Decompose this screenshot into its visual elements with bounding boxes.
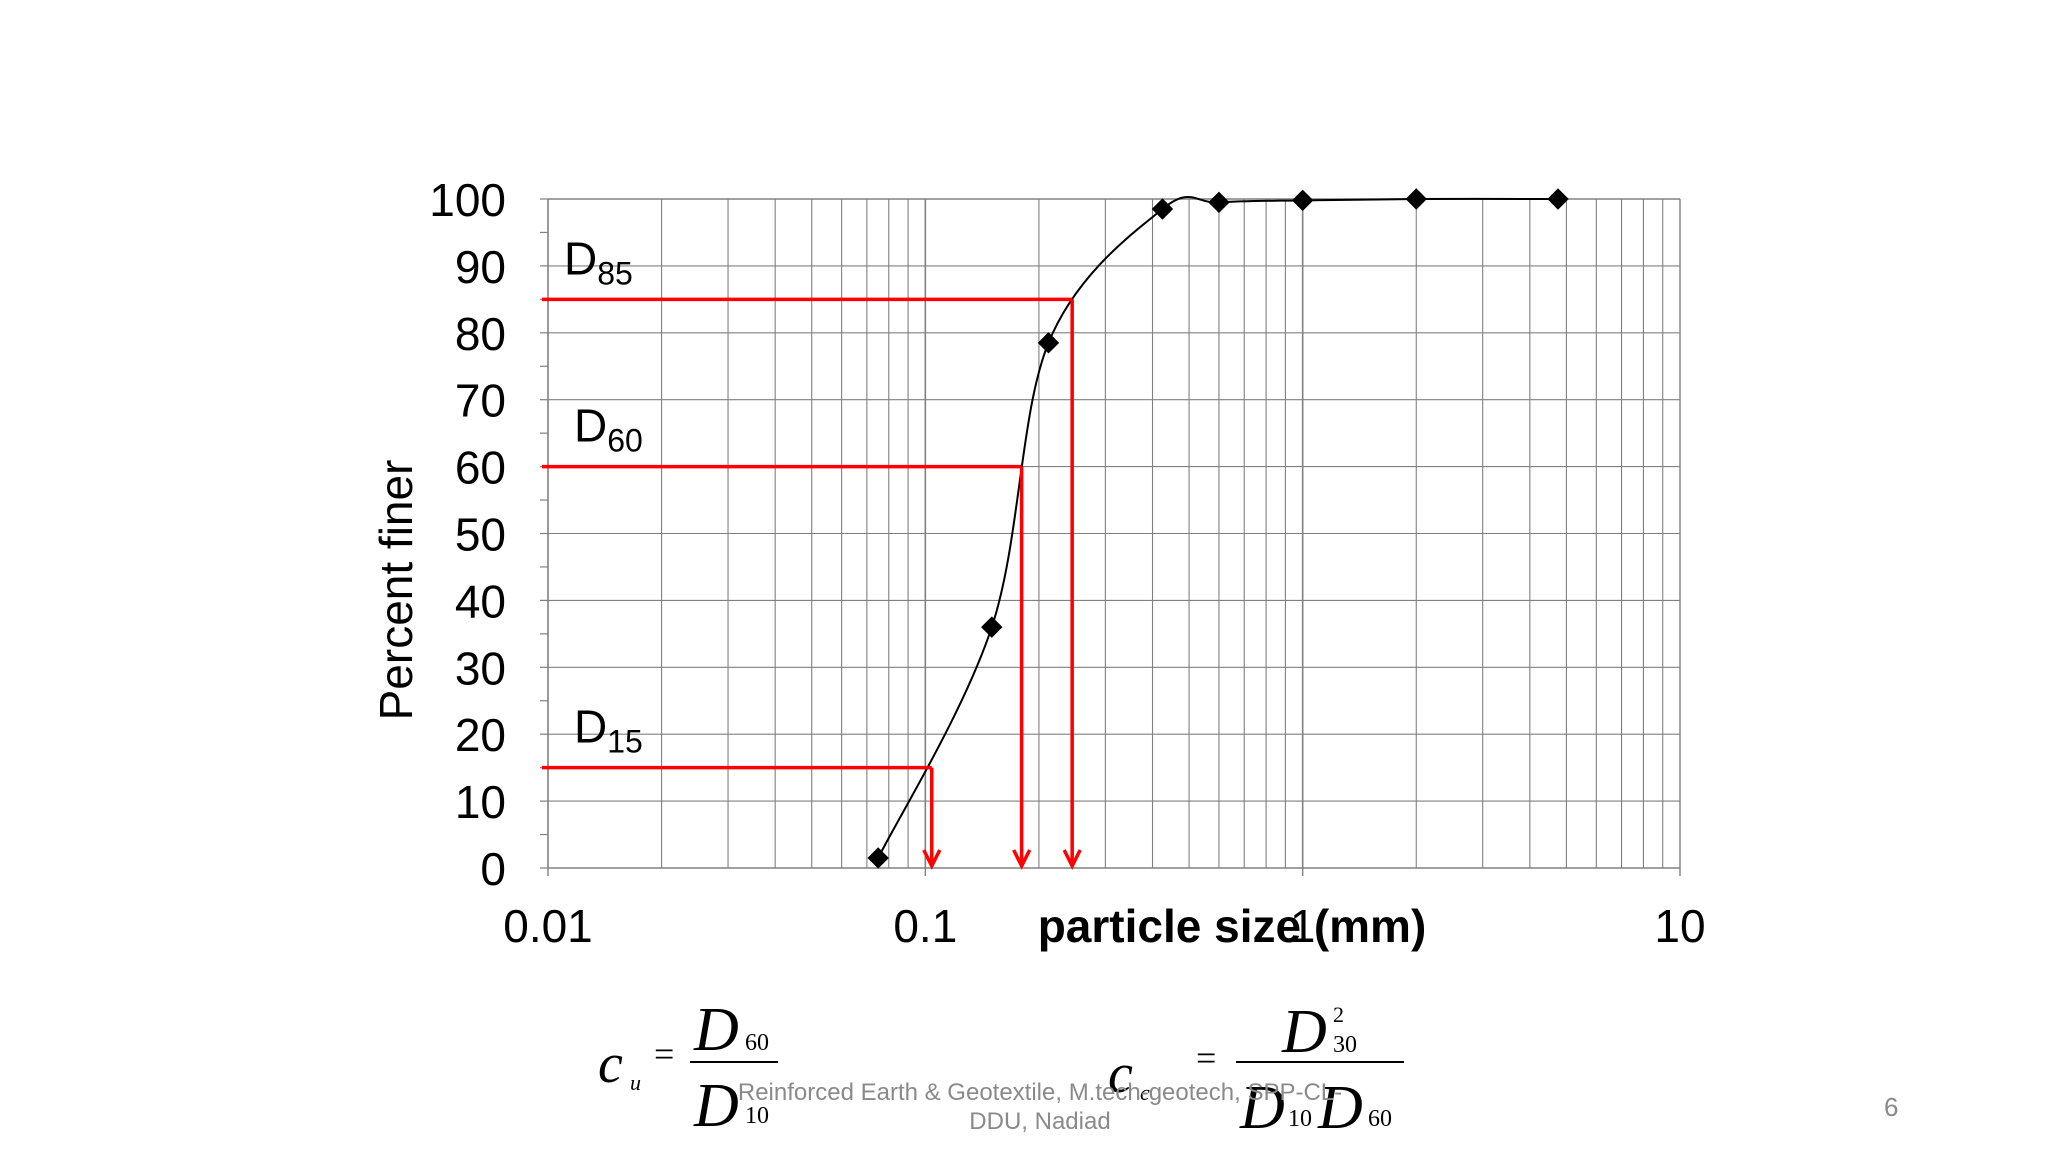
x-tick-labels: 0.01 0.1 1 10 — [503, 900, 1705, 952]
d-value-annotations: D85 D60 D15 — [542, 232, 1082, 870]
annotation-label: D85 — [564, 232, 633, 291]
y-tick-label: 50 — [455, 509, 506, 561]
x-tick-label: 10 — [1654, 900, 1705, 952]
cu-lhs: c — [598, 1033, 623, 1095]
y-tick-label: 0 — [480, 843, 506, 895]
annotation-label: D60 — [574, 400, 643, 459]
y-tick-label: 40 — [455, 575, 506, 627]
data-point-diamond — [867, 847, 889, 869]
plot-grid — [548, 198, 1680, 868]
cu-numerator-sub: 60 — [745, 1030, 769, 1056]
annotation-arrow-icon — [1062, 849, 1082, 870]
data-points — [867, 188, 1569, 869]
cu-lhs-sub: u — [630, 1070, 641, 1095]
footer-line-2: DDU, Nadiad — [969, 1108, 1111, 1135]
gradation-curve-line — [877, 196, 1559, 859]
data-point-diamond — [981, 616, 1003, 638]
data-point-diamond — [1291, 189, 1314, 212]
annotation-label: D15 — [574, 701, 643, 760]
data-point-diamond — [1405, 188, 1427, 210]
cc-numerator-sup: 2 — [1333, 1002, 1344, 1027]
cu-denominator: D — [693, 1072, 739, 1140]
y-axis-label: Percent finer — [370, 460, 422, 721]
cc-numerator-sub: 30 — [1333, 1032, 1357, 1058]
cc-lhs-sub: c — [1140, 1080, 1150, 1105]
y-tick-label: 90 — [455, 241, 506, 293]
y-tick-label: 10 — [455, 776, 506, 828]
gradation-curve — [877, 196, 1559, 859]
x-axis-label: particle size (mm) — [1038, 900, 1427, 952]
y-tick-label: 100 — [429, 174, 506, 226]
cu-denominator-sub: 10 — [745, 1103, 769, 1129]
cu-equals: = — [654, 1034, 674, 1074]
y-tick-label: 60 — [455, 442, 506, 494]
cc-denominator-1-sub: 10 — [1288, 1106, 1312, 1132]
annotation-arrow-icon — [1012, 849, 1032, 870]
cc-numerator: D — [1281, 998, 1327, 1066]
y-tick-label: 30 — [455, 642, 506, 694]
data-point-diamond — [1151, 198, 1174, 220]
cc-denominator-2: D — [1317, 1074, 1363, 1142]
data-point-diamond — [1037, 332, 1060, 354]
x-tick-label: 1 — [1290, 900, 1316, 952]
annotation-label-sub: 15 — [607, 724, 643, 760]
annotation-label-sub: 85 — [597, 255, 633, 291]
cc-formula: c c = D 2 30 D 10 D 60 — [1108, 998, 1404, 1142]
footer-line-1: Reinforced Earth & Geotextile, M.tech-ge… — [737, 1079, 1343, 1106]
y-tick-label: 80 — [455, 308, 506, 360]
annotation-label-sub: 60 — [607, 423, 643, 459]
y-tick-label: 20 — [455, 709, 506, 761]
cu-formula: c u = D 60 D 10 — [598, 996, 778, 1140]
page-number: 6 — [1884, 1092, 1899, 1122]
cc-equals: = — [1196, 1038, 1216, 1078]
slide-footer: Reinforced Earth & Geotextile, M.tech-ge… — [690, 1078, 1390, 1136]
x-tick-label: 0.01 — [503, 900, 593, 952]
cc-denominator-1: D — [1239, 1074, 1285, 1142]
data-point-diamond — [1208, 191, 1230, 214]
data-point-diamond — [1547, 188, 1569, 210]
cc-denominator-2-sub: 60 — [1368, 1106, 1392, 1132]
cu-numerator: D — [693, 996, 739, 1064]
x-tick-label: 0.1 — [893, 900, 957, 952]
cc-lhs: c — [1108, 1043, 1133, 1105]
y-tick-labels: 0 10 20 30 40 50 60 70 80 90 100 — [429, 174, 506, 895]
y-tick-label: 70 — [455, 375, 506, 427]
annotation-arrow-icon — [922, 849, 942, 870]
